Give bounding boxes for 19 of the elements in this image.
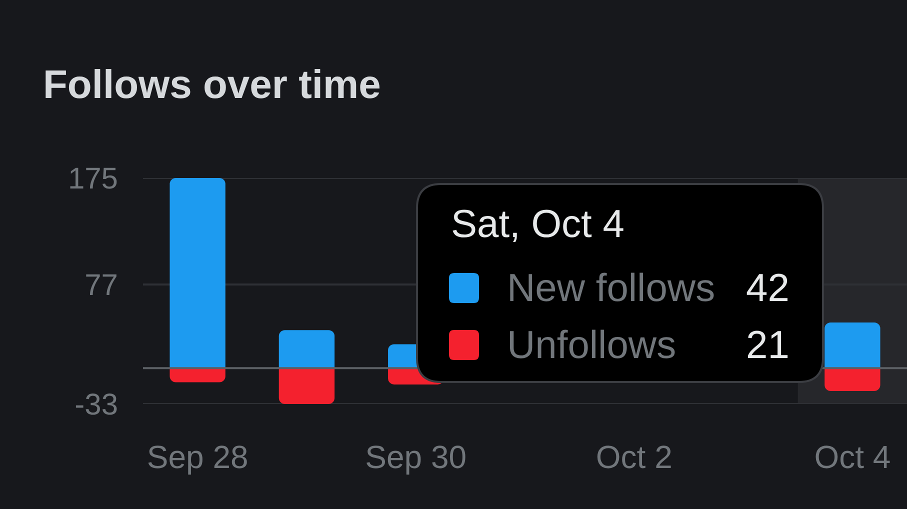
x-tick-label: Sep 30	[365, 439, 467, 475]
bar	[824, 322, 880, 368]
bar	[278, 330, 335, 368]
legend-label: Unfollows	[507, 324, 676, 367]
y-tick-label: 77	[84, 268, 118, 302]
x-tick-label: Oct 2	[596, 439, 672, 475]
annotation: 21	[746, 324, 790, 367]
chart-title: Follows over time	[43, 63, 381, 107]
annotation: 42	[746, 267, 790, 310]
x-tick-label: Sep 28	[146, 439, 248, 475]
bar	[170, 368, 226, 382]
y-tick-label: -33	[74, 388, 118, 422]
bar	[824, 368, 880, 391]
x-tick-label: Oct 4	[814, 439, 891, 475]
y-tick-label: 175	[68, 162, 118, 196]
bar	[170, 178, 226, 368]
legend-title: Sat, Oct 4	[451, 203, 624, 246]
bar	[278, 368, 335, 404]
legend-label: New follows	[507, 267, 716, 310]
